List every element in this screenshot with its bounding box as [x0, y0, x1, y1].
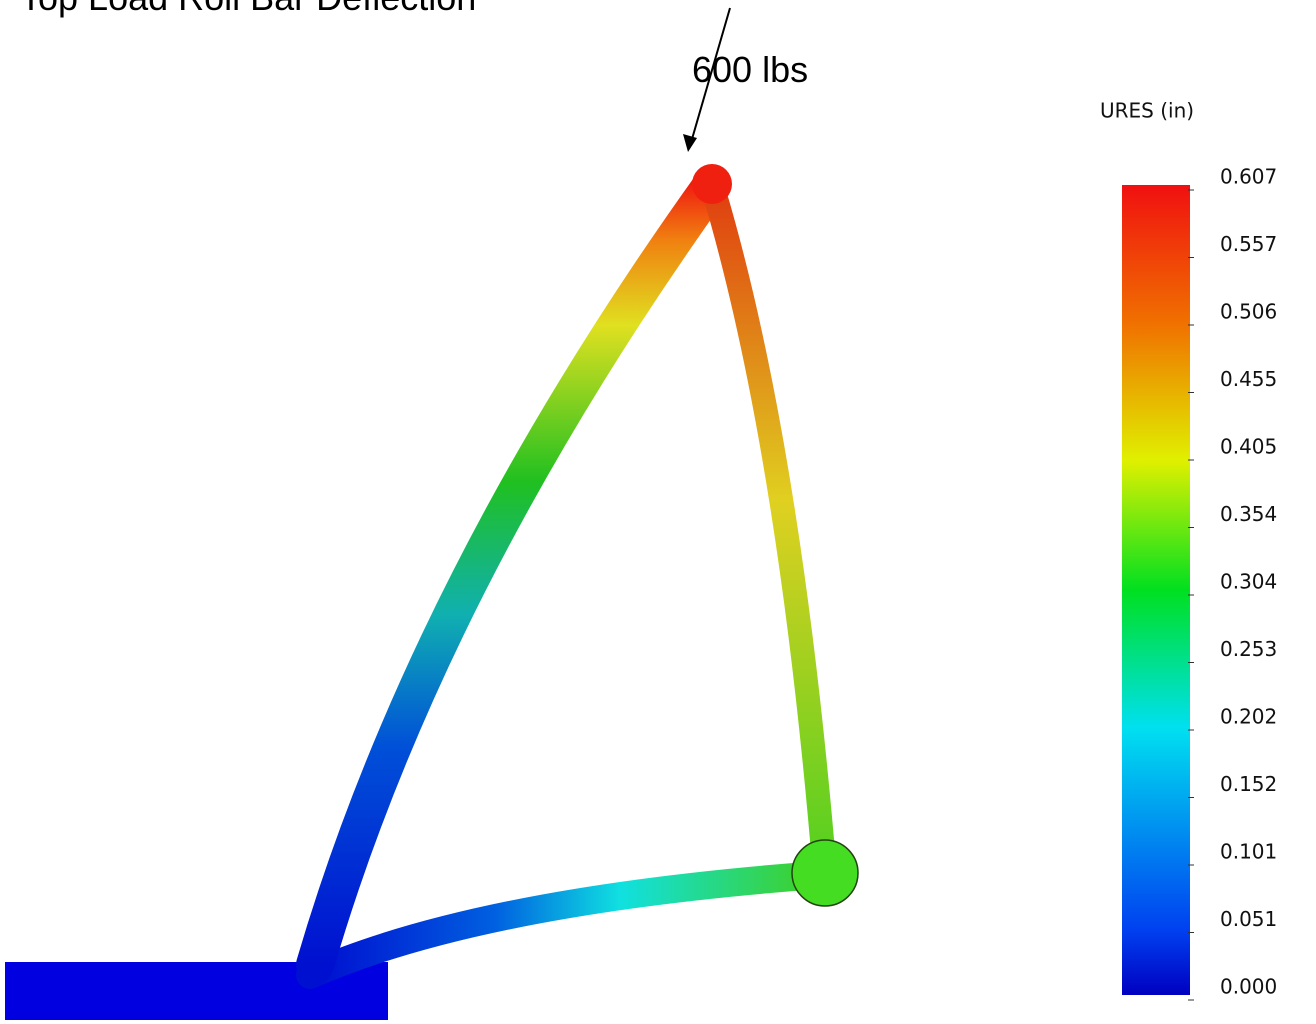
tick-label: 0.152 — [1220, 772, 1277, 796]
color-bar — [1122, 185, 1190, 995]
model — [5, 164, 858, 1020]
rear-tube — [715, 195, 825, 875]
arrow-head — [683, 134, 697, 152]
load-node — [692, 164, 732, 204]
tick-label: 0.202 — [1220, 705, 1277, 729]
bottom-tube — [310, 875, 820, 975]
front-tube — [315, 185, 712, 965]
legend-ticks: 0.607 0.557 0.506 0.455 0.405 0.354 0.304 0.253… — [1188, 165, 1277, 1001]
screen: Top Load Roll Bar Deflection 600 lbs URE… — [0, 0, 1316, 1024]
title: Top Load Roll Bar Deflection — [20, 0, 476, 18]
tick-label: 0.607 — [1220, 165, 1277, 189]
load-label: 600 lbs — [692, 49, 808, 90]
tick-label: 0.455 — [1220, 367, 1277, 391]
tick-label: 0.000 — [1220, 975, 1277, 999]
tick-label: 0.557 — [1220, 232, 1277, 256]
legend-title: URES (in) — [1100, 99, 1194, 123]
tick-label: 0.354 — [1220, 502, 1277, 526]
tick-label: 0.506 — [1220, 300, 1277, 324]
tick-label: 0.405 — [1220, 435, 1277, 459]
joint-ball — [792, 840, 858, 906]
tick-label: 0.304 — [1220, 570, 1277, 594]
tick-label: 0.101 — [1220, 840, 1277, 864]
tick-label: 0.253 — [1220, 637, 1277, 661]
tick-label: 0.051 — [1220, 907, 1277, 931]
